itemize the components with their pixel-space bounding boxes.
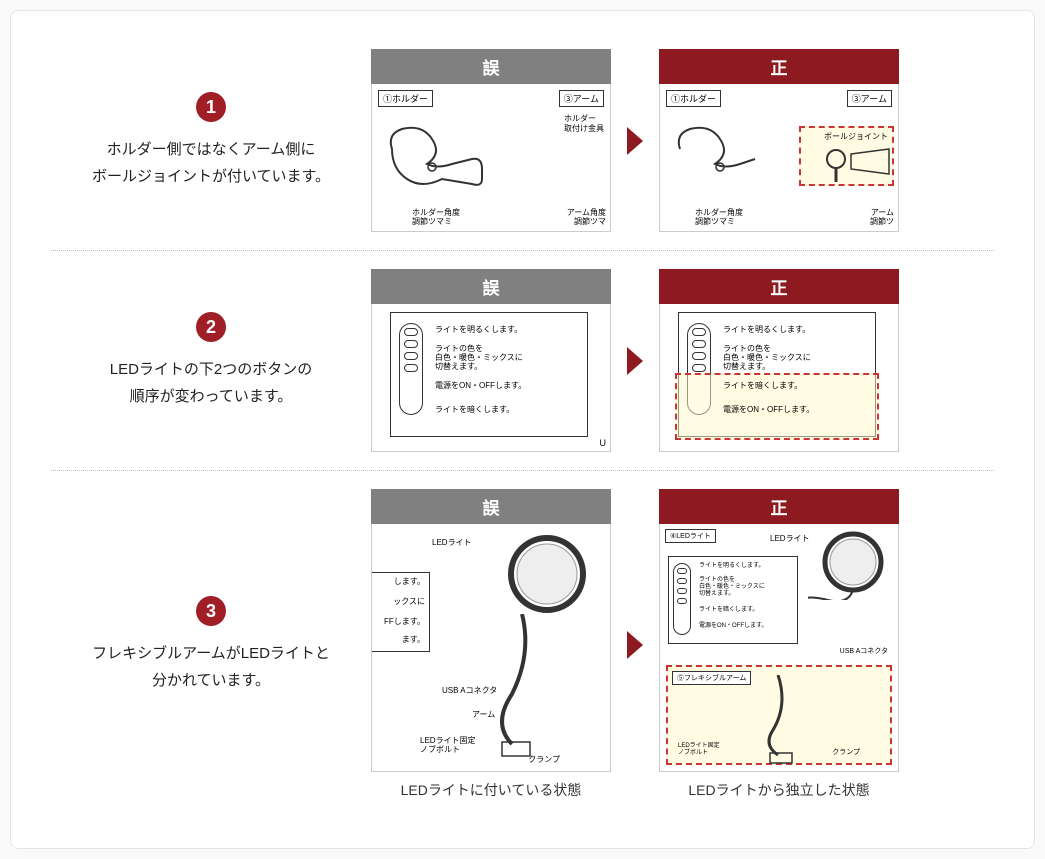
container: 1 ホルダー側ではなくアーム側に ボールジョイントが付いています。 誤 ①ホルダ… (10, 10, 1035, 849)
arrow-icon-2 (627, 347, 643, 375)
badge-1: 1 (196, 92, 226, 122)
row2-right: 誤 ライトを明るくします。 ライトの色を 白色・暖色・ミックスに 切替えます。 … (371, 269, 994, 452)
header-correct-3: 正 (659, 489, 899, 524)
highlight-flexarm: ⑤フレキシブルアーム LEDライト固定 ノブボルト クランプ (666, 665, 892, 765)
desc-2-l1: LEDライトの下2つのボタンの (110, 361, 313, 378)
ring-light-icon-c (808, 530, 888, 600)
row2-wrong-body: ライトを明るくします。 ライトの色を 白色・暖色・ミックスに 切替えます。 電源… (371, 304, 611, 452)
label-holder-c: ①ホルダー (666, 90, 721, 107)
desc-3-l1: フレキシブルアームがLEDライトと (92, 645, 330, 662)
caption-correct: LEDライトから独立した状態 (659, 780, 899, 800)
clip-illustration-c (670, 119, 780, 199)
desc-2: LEDライトの下2つのボタンの 順序が変わっています。 (66, 356, 356, 410)
arrow-icon-3 (627, 631, 643, 659)
clip-illustration (382, 119, 492, 199)
desc-3: フレキシブルアームがLEDライトと 分かれています。 (66, 640, 356, 694)
row3-wrong-panel: 誤 LEDライト します。 ックスに FFします。 ます。 (371, 489, 611, 800)
desc-1: ホルダー側ではなくアーム側に ボールジョイントが付いています。 (66, 136, 356, 190)
anno-knob-rc: アーム 調節ツ (870, 208, 894, 227)
ring-light-icon (492, 532, 592, 622)
w3-callout: します。 ックスに FFします。 ます。 (371, 572, 430, 652)
header-correct-2: 正 (659, 269, 899, 304)
w-b2: ライトの色を 白色・暖色・ミックスに 切替えます。 (435, 345, 523, 371)
row-1: 1 ホルダー側ではなくアーム側に ボールジョイントが付いています。 誤 ①ホルダ… (51, 31, 994, 250)
header-wrong-3: 誤 (371, 489, 611, 524)
c3-usb: USB Aコネクタ (840, 648, 888, 656)
row3-right: 誤 LEDライト します。 ックスに FFします。 ます。 (371, 489, 994, 800)
row3-correct-body: ④LEDライト LEDライト ライトを明るくします。 ライトの色を 白色・暖色・… (659, 524, 899, 772)
c3-topbox: ④LEDライト (665, 529, 716, 543)
c-b3: ライトを暗くします。 (723, 381, 802, 391)
anno-knob-r: アーム角度 調節ツマ (567, 208, 606, 227)
c3-clamp: クランプ (832, 749, 860, 757)
desc-3-l2: 分かれています。 (152, 672, 270, 689)
label-arm: ③アーム (559, 90, 604, 107)
c3-led: LEDライト (770, 534, 810, 544)
row1-left: 1 ホルダー側ではなくアーム側に ボールジョイントが付いています。 (51, 92, 371, 190)
row1-wrong-panel: 誤 ①ホルダー ③アーム ホルダー 取付け金具 ホルダー角度 調節ツマミ (371, 49, 611, 232)
row1-wrong-body: ①ホルダー ③アーム ホルダー 取付け金具 ホルダー角度 調節ツマミ (371, 84, 611, 232)
desc-1-l1: ホルダー側ではなくアーム側に (107, 141, 316, 158)
flex-arm-separate-icon (738, 675, 838, 765)
row2-correct-panel: 正 ライトを明るくします。 ライトの色を 白色・暖色・ミックスに 切替えます。 (659, 269, 899, 452)
anno-knob-l: ホルダー角度 調節ツマミ (412, 208, 460, 227)
desc-1-l2: ボールジョイントが付いています。 (92, 168, 330, 185)
c3-callout: ライトを明るくします。 ライトの色を 白色・暖色・ミックスに 切替えます。 ライ… (668, 556, 798, 644)
row3-correct-panel: 正 ④LEDライト LEDライト ライトを明るくします。 ライトの色 (659, 489, 899, 800)
remote-icon-c3 (673, 563, 691, 635)
header-wrong-2: 誤 (371, 269, 611, 304)
header-wrong: 誤 (371, 49, 611, 84)
caption-wrong: LEDライトに付いている状態 (371, 780, 611, 800)
callout-correct: ライトを明るくします。 ライトの色を 白色・暖色・ミックスに 切替えます。 ライ… (678, 312, 876, 437)
w3-knob: LEDライト固定 ノブボルト (420, 736, 476, 755)
arrow-icon (627, 127, 643, 155)
row2-correct-body: ライトを明るくします。 ライトの色を 白色・暖色・ミックスに 切替えます。 ライ… (659, 304, 899, 452)
w-b3: 電源をON・OFFします。 (435, 381, 526, 391)
remote-icon (399, 323, 423, 415)
corner-u: U (600, 438, 607, 449)
row1-correct-body: ①ホルダー ③アーム ボールジョイント (659, 84, 899, 232)
c-b1: ライトを明るくします。 (723, 325, 810, 335)
row2-wrong-panel: 誤 ライトを明るくします。 ライトの色を 白色・暖色・ミックスに 切替えます。 … (371, 269, 611, 452)
badge-2: 2 (196, 312, 226, 342)
row-2: 2 LEDライトの下2つのボタンの 順序が変わっています。 誤 ライトを明るくし… (51, 251, 994, 470)
row2-left: 2 LEDライトの下2つのボタンの 順序が変わっています。 (51, 312, 371, 410)
row3-left: 3 フレキシブルアームがLEDライトと 分かれています。 (51, 596, 371, 694)
balljoint-icon (801, 134, 891, 184)
badge-3: 3 (196, 596, 226, 626)
anno-knob-lc: ホルダー角度 調節ツマミ (695, 208, 743, 227)
w3-usb: USB Aコネクタ (442, 686, 497, 696)
label-arm-c: ③アーム (847, 90, 892, 107)
w-b1: ライトを明るくします。 (435, 325, 522, 335)
label-holder: ①ホルダー (378, 90, 433, 107)
w3-clamp: クランプ (528, 755, 560, 765)
w-b4: ライトを暗くします。 (435, 405, 514, 415)
header-correct: 正 (659, 49, 899, 84)
row3-wrong-body: LEDライト します。 ックスに FFします。 ます。 (371, 524, 611, 772)
row-3: 3 フレキシブルアームがLEDライトと 分かれています。 誤 LEDライト しま… (51, 471, 994, 818)
w3-led: LEDライト (432, 538, 472, 548)
row1-correct-panel: 正 ①ホルダー ③アーム ボールジョイント (659, 49, 899, 232)
w3-arm: アーム (472, 710, 495, 720)
c-b4: 電源をON・OFFします。 (723, 405, 814, 415)
highlight-balljoint: ボールジョイント (799, 126, 894, 186)
c3-knob: LEDライト固定 ノブボルト (678, 743, 720, 757)
desc-2-l2: 順序が変わっています。 (130, 388, 293, 405)
row1-right: 誤 ①ホルダー ③アーム ホルダー 取付け金具 ホルダー角度 調節ツマミ (371, 49, 994, 232)
callout-wrong: ライトを明るくします。 ライトの色を 白色・暖色・ミックスに 切替えます。 電源… (390, 312, 588, 437)
anno-bracket: ホルダー 取付け金具 (564, 114, 604, 133)
c-b2: ライトの色を 白色・暖色・ミックスに 切替えます。 (723, 345, 811, 371)
